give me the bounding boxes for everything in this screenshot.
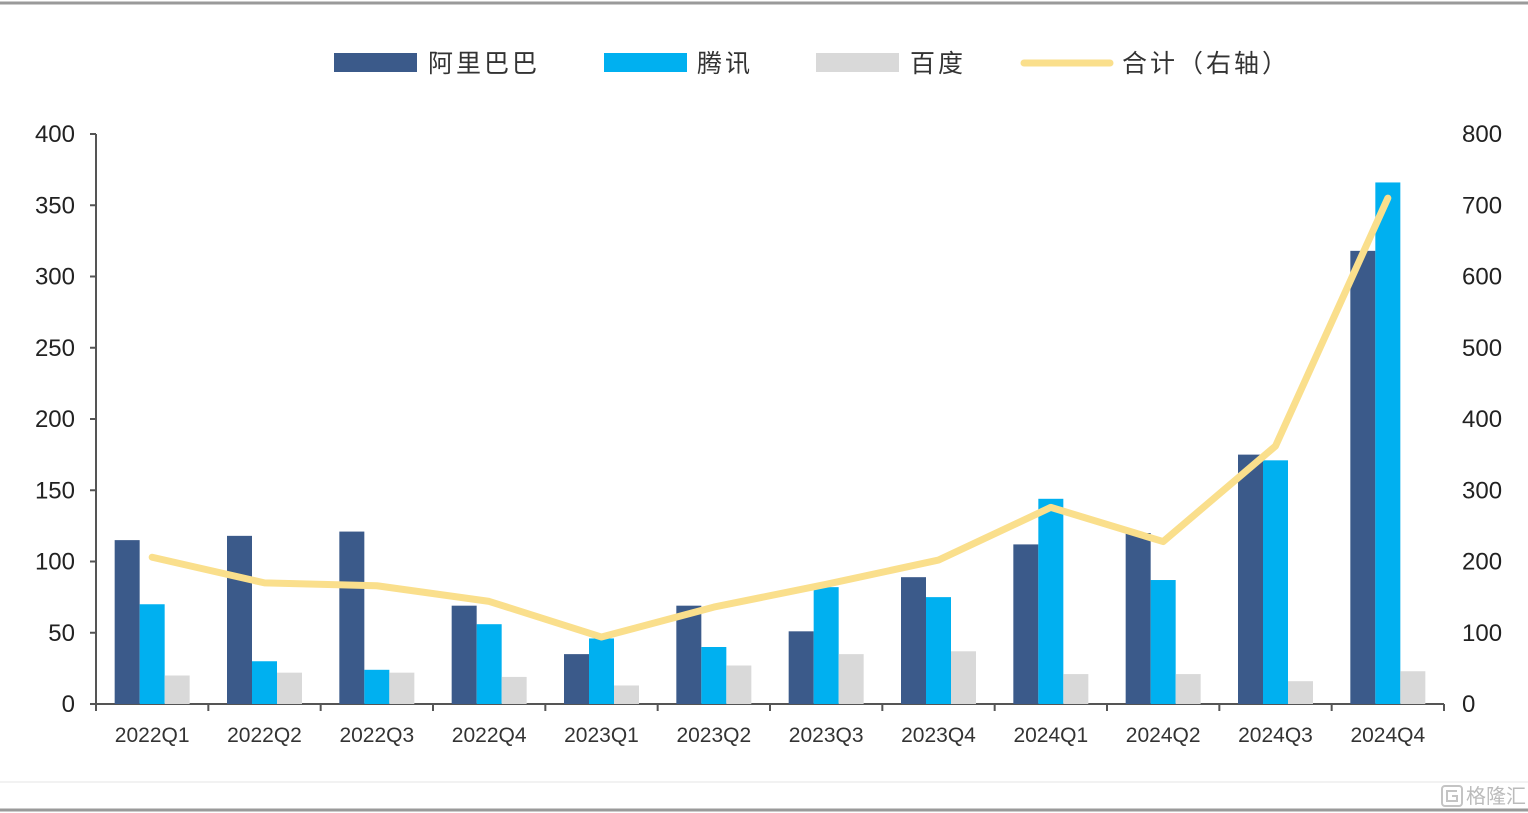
bar-series-2-2024Q1 [1063, 674, 1089, 704]
y-left-tick-label: 50 [48, 620, 75, 647]
bar-series-1-2024Q4 [1375, 182, 1401, 704]
watermark: 格隆汇 [1441, 784, 1526, 808]
y-right-tick-label: 400 [1462, 406, 1502, 433]
total-line-point-2022Q2 [263, 581, 266, 584]
bar-series-2-2023Q2 [726, 665, 752, 704]
bar-series-1-2024Q1 [1038, 498, 1064, 704]
y-left-tick-label: 150 [35, 477, 75, 504]
total-line-point-2022Q4 [488, 600, 491, 603]
legend-swatch-series-1 [604, 53, 687, 72]
bar-series-1-2022Q2 [252, 661, 277, 704]
bar-series-2-2022Q2 [277, 672, 302, 704]
x-category-label: 2023Q4 [901, 724, 976, 747]
y-right-tick-label: 800 [1462, 121, 1502, 148]
y-left-tick-label: 250 [35, 335, 75, 362]
x-category-label: 2022Q4 [452, 724, 527, 747]
total-line-point-2022Q3 [375, 584, 378, 587]
x-category-label: 2024Q4 [1350, 724, 1425, 747]
x-category-label: 2024Q2 [1126, 724, 1201, 747]
bar-series-1-2023Q2 [701, 647, 727, 704]
bar-series-1-2024Q3 [1263, 460, 1288, 704]
legend-swatch-series-2 [816, 53, 899, 72]
total-line-series [148, 194, 1392, 641]
legend-label-series-3: 合计（右轴） [1122, 49, 1290, 78]
y-right-tick-label: 700 [1462, 192, 1502, 219]
bar-series-0-2023Q2 [676, 605, 702, 704]
x-category-label: 2023Q3 [789, 724, 864, 747]
watermark-logo-icon [1441, 785, 1463, 807]
bar-series-0-2024Q1 [1013, 544, 1039, 704]
bar-series-0-2022Q2 [227, 535, 252, 704]
y-right-tick-label: 0 [1462, 691, 1475, 718]
bar-series-2-2022Q3 [389, 672, 415, 704]
x-category-label: 2023Q2 [676, 724, 751, 747]
x-category-label: 2023Q1 [564, 724, 639, 747]
bar-series-2-2023Q4 [951, 651, 976, 704]
bar-series-2-2022Q1 [164, 675, 190, 704]
bar-series-0-2023Q4 [901, 577, 926, 704]
watermark-text: 格隆汇 [1466, 784, 1526, 808]
y-right-tick-label: 200 [1462, 549, 1502, 576]
bar-series-0-2023Q1 [564, 654, 589, 704]
total-line-point-2024Q3 [1274, 445, 1277, 448]
x-category-label: 2022Q3 [339, 724, 414, 747]
bars-layer [114, 182, 1426, 704]
bar-series-0-2022Q3 [339, 531, 365, 704]
total-line-point-2024Q2 [1162, 540, 1165, 543]
y-left-tick-label: 400 [35, 121, 75, 148]
bar-series-2-2024Q3 [1288, 681, 1313, 704]
bar-series-0-2022Q1 [114, 540, 140, 704]
total-line-point-2023Q2 [712, 606, 715, 609]
bar-series-2-2023Q3 [838, 654, 864, 704]
bar-series-2-2023Q1 [614, 685, 639, 704]
x-category-label: 2024Q1 [1013, 724, 1088, 747]
y-left-tick-label: 200 [35, 406, 75, 433]
bar-series-1-2023Q1 [589, 638, 614, 704]
x-category-label: 2024Q3 [1238, 724, 1313, 747]
bar-series-1-2024Q2 [1150, 580, 1176, 704]
total-line-point-2022Q1 [151, 556, 154, 559]
legend: 阿里巴巴 腾讯 百度 合计（右轴） [334, 49, 1290, 78]
bar-series-0-2024Q4 [1350, 250, 1376, 704]
bar-series-0-2023Q3 [788, 631, 814, 704]
x-category-label: 2022Q1 [115, 724, 190, 747]
bar-series-1-2022Q4 [476, 624, 502, 704]
y-right-tick-label: 300 [1462, 477, 1502, 504]
bar-series-1-2022Q3 [364, 669, 390, 704]
bar-series-1-2023Q4 [926, 597, 951, 704]
y-left-tick-label: 100 [35, 549, 75, 576]
total-line-point-2024Q1 [1049, 506, 1052, 509]
bar-series-0-2024Q3 [1238, 454, 1263, 704]
total-line-point-2023Q1 [600, 636, 603, 639]
total-line-layer [148, 194, 1392, 641]
x-category-label: 2022Q2 [227, 724, 302, 747]
bar-series-2-2022Q4 [501, 676, 527, 704]
bar-series-1-2023Q3 [813, 587, 839, 704]
bar-series-1-2022Q1 [139, 604, 165, 704]
bar-series-2-2024Q2 [1175, 674, 1201, 704]
y-left-tick-label: 0 [62, 691, 75, 718]
bar-series-0-2022Q4 [451, 605, 477, 704]
y-right-tick-label: 600 [1462, 264, 1502, 291]
total-line-point-2023Q4 [937, 559, 940, 562]
y-left-tick-label: 300 [35, 264, 75, 291]
legend-label-series-2: 百度 [910, 49, 966, 78]
legend-label-series-0: 阿里巴巴 [428, 49, 540, 78]
legend-swatch-series-0 [334, 53, 417, 72]
bar-series-0-2024Q2 [1125, 533, 1151, 704]
y-left-tick-label: 350 [35, 192, 75, 219]
axes: 0 50 100 150 200 250 300 350 400 0 100 200 300 400 500… [35, 121, 1502, 747]
total-line-point-2024Q4 [1386, 197, 1389, 200]
y-right-tick-label: 500 [1462, 335, 1502, 362]
y-right-tick-label: 100 [1462, 620, 1502, 647]
total-line-point-2023Q3 [825, 583, 828, 586]
legend-label-series-1: 腾讯 [697, 49, 753, 78]
bar-series-2-2024Q4 [1400, 671, 1426, 704]
